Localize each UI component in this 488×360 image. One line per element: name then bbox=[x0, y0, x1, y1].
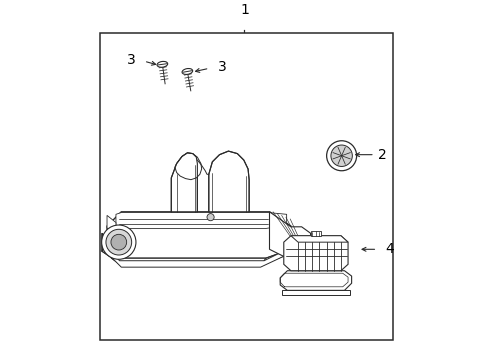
Ellipse shape bbox=[157, 62, 167, 67]
Polygon shape bbox=[116, 212, 286, 229]
Polygon shape bbox=[107, 215, 116, 235]
Bar bbox=[100, 33, 392, 340]
Polygon shape bbox=[282, 291, 349, 295]
Polygon shape bbox=[171, 153, 197, 212]
Text: 2: 2 bbox=[377, 148, 386, 162]
Polygon shape bbox=[310, 231, 321, 236]
Circle shape bbox=[326, 141, 356, 171]
Circle shape bbox=[111, 234, 126, 250]
Polygon shape bbox=[111, 249, 290, 265]
Circle shape bbox=[102, 225, 136, 259]
Polygon shape bbox=[290, 236, 347, 242]
Text: 3: 3 bbox=[126, 53, 135, 67]
Polygon shape bbox=[280, 271, 351, 291]
Circle shape bbox=[330, 145, 352, 166]
Text: 1: 1 bbox=[240, 3, 248, 17]
Polygon shape bbox=[208, 151, 248, 212]
Circle shape bbox=[106, 229, 131, 255]
Circle shape bbox=[206, 213, 214, 221]
Polygon shape bbox=[107, 235, 116, 255]
Polygon shape bbox=[269, 212, 310, 260]
Polygon shape bbox=[107, 212, 290, 258]
Polygon shape bbox=[175, 153, 201, 180]
Ellipse shape bbox=[182, 68, 192, 75]
Polygon shape bbox=[102, 233, 112, 258]
Polygon shape bbox=[112, 248, 290, 267]
Polygon shape bbox=[283, 236, 347, 271]
Polygon shape bbox=[269, 212, 288, 233]
Text: 3: 3 bbox=[217, 60, 226, 74]
Text: 4: 4 bbox=[385, 242, 393, 256]
